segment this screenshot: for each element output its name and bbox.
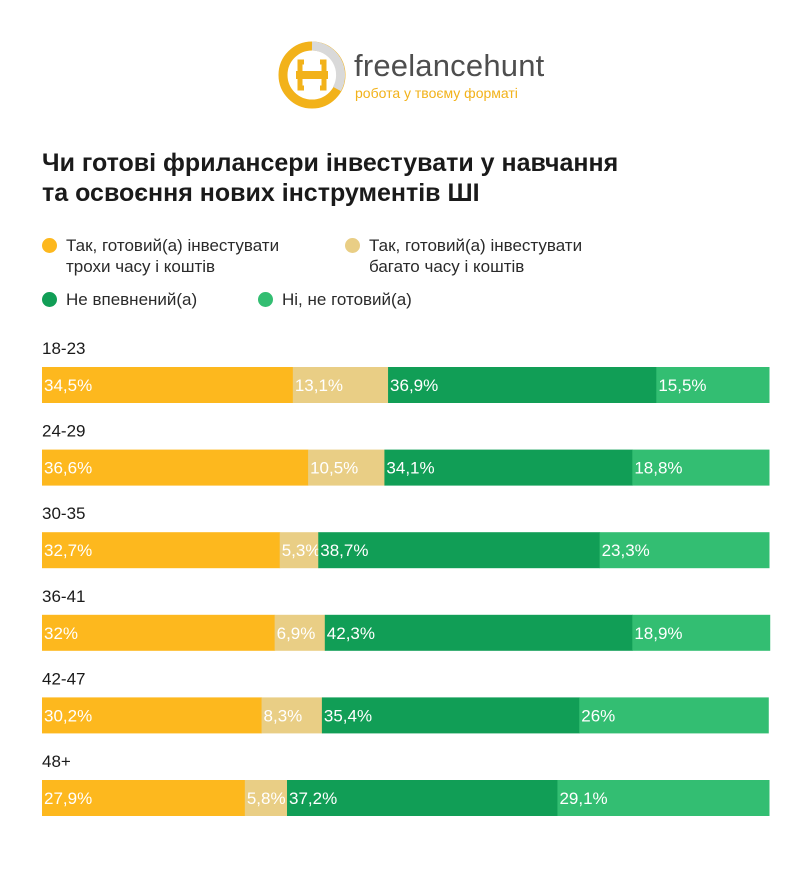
age-group-label: 36-41 bbox=[42, 587, 85, 606]
bar-segment bbox=[42, 780, 246, 816]
bar-value-label: 5,3% bbox=[282, 541, 321, 560]
bar-value-label: 6,9% bbox=[277, 624, 316, 643]
brand-tagline: робота у твоєму форматі bbox=[355, 85, 518, 101]
age-group-label: 24-29 bbox=[42, 422, 85, 441]
bar-value-label: 23,3% bbox=[602, 541, 650, 560]
bar-segment bbox=[632, 449, 770, 486]
freelancehunt-logo-icon bbox=[278, 41, 346, 109]
bar-value-label: 30,2% bbox=[44, 706, 92, 725]
legend-swatch-not-ready bbox=[258, 292, 273, 307]
bar-segment bbox=[42, 367, 294, 403]
bar-segment bbox=[261, 697, 323, 734]
bar-segment bbox=[388, 367, 657, 403]
bar-value-label: 38,7% bbox=[320, 541, 368, 560]
bar-value-label: 35,4% bbox=[324, 706, 372, 725]
bar-segment bbox=[42, 449, 309, 486]
bar-segment bbox=[42, 697, 263, 734]
bar-value-label: 32% bbox=[44, 624, 78, 643]
bar-segment bbox=[321, 697, 580, 734]
bar-value-label: 18,8% bbox=[634, 459, 682, 478]
bar-value-label: 18,9% bbox=[634, 624, 682, 643]
bar-value-label: 27,9% bbox=[44, 789, 92, 808]
bar-value-label: 29,1% bbox=[559, 789, 607, 808]
bar-segment bbox=[308, 449, 385, 486]
age-group-label: 48+ bbox=[42, 752, 71, 771]
bar-value-label: 13,1% bbox=[295, 376, 343, 395]
age-group-label: 30-35 bbox=[42, 504, 85, 523]
bar-segment bbox=[244, 780, 288, 816]
bar-segment bbox=[318, 532, 601, 569]
bar-segment bbox=[279, 532, 319, 569]
legend-item-not-ready: Ні, не готовий(а) bbox=[258, 289, 412, 310]
bar-segment bbox=[42, 532, 281, 569]
legend-item-not-sure: Не впевнений(а) bbox=[42, 289, 197, 310]
chart-title-line-1: Чи готові фрилансери інвестувати у навча… bbox=[42, 149, 619, 177]
legend-swatch-large-invest bbox=[345, 238, 360, 253]
legend-label-small-invest: Так, готовий(а) інвестувати трохи часу і… bbox=[66, 236, 280, 276]
freelancehunt-logo: freelancehunt робота у твоєму форматі bbox=[277, 40, 547, 115]
bar-value-label: 37,2% bbox=[289, 789, 337, 808]
brand-name: freelancehunt bbox=[354, 48, 545, 83]
bar-value-label: 5,8% bbox=[247, 789, 286, 808]
bar-value-label: 36,9% bbox=[390, 376, 438, 395]
chart-title: Чи готові фрилансери інвестувати у навча… bbox=[42, 148, 742, 208]
age-group-label: 18-23 bbox=[42, 339, 85, 358]
bar-value-label: 26% bbox=[581, 706, 615, 725]
bar-value-label: 15,5% bbox=[658, 376, 706, 395]
bar-value-label: 34,1% bbox=[386, 459, 434, 478]
chart-title-line-2: та освоєння нових інструментів ШІ bbox=[42, 179, 480, 207]
age-group-label: 42-47 bbox=[42, 669, 85, 688]
legend-swatch-not-sure bbox=[42, 292, 57, 307]
bar-segment bbox=[579, 697, 769, 734]
bar-segment bbox=[557, 780, 770, 816]
bar-segment bbox=[384, 449, 633, 486]
bar-value-label: 8,3% bbox=[264, 706, 303, 725]
bar-segment bbox=[632, 614, 771, 651]
bar-value-label: 36,6% bbox=[44, 459, 92, 478]
bar-segment bbox=[292, 367, 389, 403]
bar-value-label: 34,5% bbox=[44, 376, 92, 395]
legend-item-small-invest: Так, готовий(а) інвестувати трохи часу і… bbox=[42, 235, 279, 277]
legend-item-large-invest: Так, готовий(а) інвестувати багато часу … bbox=[345, 235, 582, 277]
legend-label-not-sure: Не впевнений(а) bbox=[66, 290, 198, 309]
bar-value-label: 32,7% bbox=[44, 541, 92, 560]
bar-value-label: 42,3% bbox=[327, 624, 375, 643]
bar-segment bbox=[274, 614, 326, 651]
legend-label-large-invest: Так, готовий(а) інвестувати багато часу … bbox=[369, 236, 583, 276]
bar-segment bbox=[324, 614, 633, 651]
bar-segment bbox=[599, 532, 770, 569]
bar-value-label: 10,5% bbox=[310, 459, 358, 478]
bar-segment bbox=[286, 780, 558, 816]
legend-swatch-small-invest bbox=[42, 238, 57, 253]
legend-label-not-ready: Ні, не готовий(а) bbox=[282, 290, 412, 309]
bar-segment bbox=[42, 614, 276, 651]
bar-segment bbox=[656, 367, 770, 403]
